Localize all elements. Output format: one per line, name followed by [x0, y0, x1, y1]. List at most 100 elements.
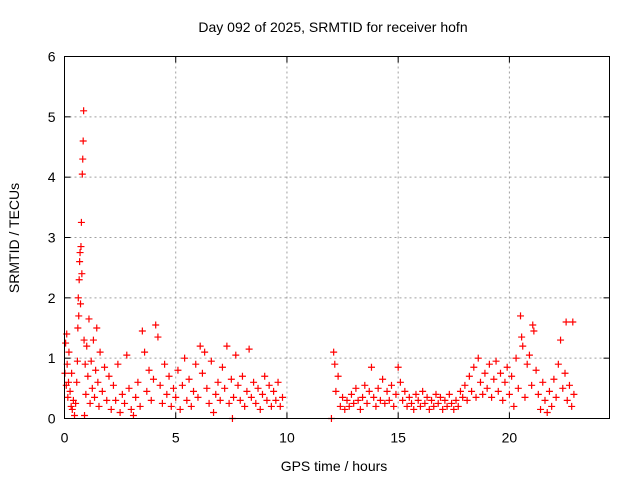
data-point: [416, 402, 424, 410]
data-point: [167, 402, 175, 410]
data-point: [419, 387, 427, 395]
data-point: [252, 399, 260, 407]
data-point: [243, 387, 251, 395]
x-tick-label: 15: [390, 430, 406, 446]
data-point: [331, 360, 339, 368]
data-point: [448, 399, 456, 407]
data-point: [66, 387, 74, 395]
data-point: [548, 402, 556, 410]
data-point: [529, 321, 537, 329]
data-point: [147, 396, 155, 404]
data-point: [534, 390, 542, 398]
data-point: [394, 363, 402, 371]
data-point: [174, 366, 182, 374]
data-point: [109, 381, 117, 389]
data-point: [347, 390, 355, 398]
data-point: [136, 402, 144, 410]
data-point: [149, 375, 157, 383]
data-point: [183, 396, 191, 404]
data-point: [505, 390, 513, 398]
data-point: [181, 354, 189, 362]
data-point: [78, 270, 86, 278]
data-point: [176, 405, 184, 413]
data-point: [508, 372, 516, 380]
data-point: [143, 387, 151, 395]
data-point: [254, 384, 262, 392]
data-point: [557, 336, 565, 344]
data-point: [185, 375, 193, 383]
data-point: [88, 384, 96, 392]
data-point: [476, 378, 484, 386]
data-point: [207, 357, 215, 365]
data-point: [436, 393, 444, 401]
data-point: [336, 402, 344, 410]
data-point: [227, 375, 235, 383]
data-point: [256, 405, 264, 413]
data-point: [518, 333, 526, 341]
data-point: [543, 408, 551, 416]
data-point: [198, 369, 206, 377]
data-point: [454, 402, 462, 410]
data-point: [154, 333, 162, 341]
data-point: [396, 378, 404, 386]
data-point: [73, 357, 81, 365]
x-tick-label: 20: [502, 430, 518, 446]
data-point: [363, 399, 371, 407]
data-point: [499, 396, 507, 404]
data-point: [276, 402, 284, 410]
data-point: [95, 402, 103, 410]
data-point: [94, 378, 102, 386]
data-point: [80, 336, 88, 344]
data-point: [261, 372, 269, 380]
data-point: [541, 396, 549, 404]
data-point: [494, 387, 502, 395]
data-point: [512, 354, 520, 362]
data-point: [214, 378, 222, 386]
data-point: [116, 408, 124, 416]
data-point: [470, 363, 478, 371]
data-point: [497, 369, 504, 377]
data-point: [218, 363, 226, 371]
data-point: [152, 321, 160, 329]
data-point: [372, 402, 380, 410]
data-point: [129, 411, 137, 419]
data-point: [67, 402, 75, 410]
data-point: [86, 399, 94, 407]
chart-title: Day 092 of 2025, SRMTID for receiver hof…: [198, 19, 467, 35]
data-point: [125, 384, 133, 392]
data-point: [521, 393, 529, 401]
data-point: [93, 324, 101, 332]
data-point: [236, 396, 244, 404]
data-point: [408, 399, 416, 407]
data-point: [569, 318, 577, 326]
data-point: [376, 396, 384, 404]
data-point: [441, 396, 449, 404]
x-axis-label: GPS time / hours: [281, 458, 388, 474]
data-point: [121, 399, 129, 407]
data-point: [196, 342, 204, 350]
data-point: [425, 405, 433, 413]
data-point: [479, 390, 487, 398]
data-point: [64, 393, 72, 401]
y-tick-label: 0: [48, 411, 56, 427]
data-point: [223, 342, 231, 350]
data-point: [492, 357, 500, 365]
data-point: [232, 351, 240, 359]
data-point: [75, 312, 83, 320]
data-point: [81, 360, 89, 368]
data-point: [134, 378, 142, 386]
data-point: [341, 405, 349, 413]
data-point: [401, 387, 409, 395]
data-point: [439, 405, 447, 413]
data-point: [77, 243, 85, 251]
data-point: [525, 351, 533, 359]
data-point: [561, 369, 569, 377]
data-point: [118, 390, 126, 398]
data-point: [247, 393, 255, 401]
data-point: [367, 363, 375, 371]
data-point: [461, 381, 469, 389]
data-point: [83, 342, 91, 350]
data-point: [79, 137, 87, 145]
data-point: [216, 396, 224, 404]
data-point: [123, 351, 131, 359]
